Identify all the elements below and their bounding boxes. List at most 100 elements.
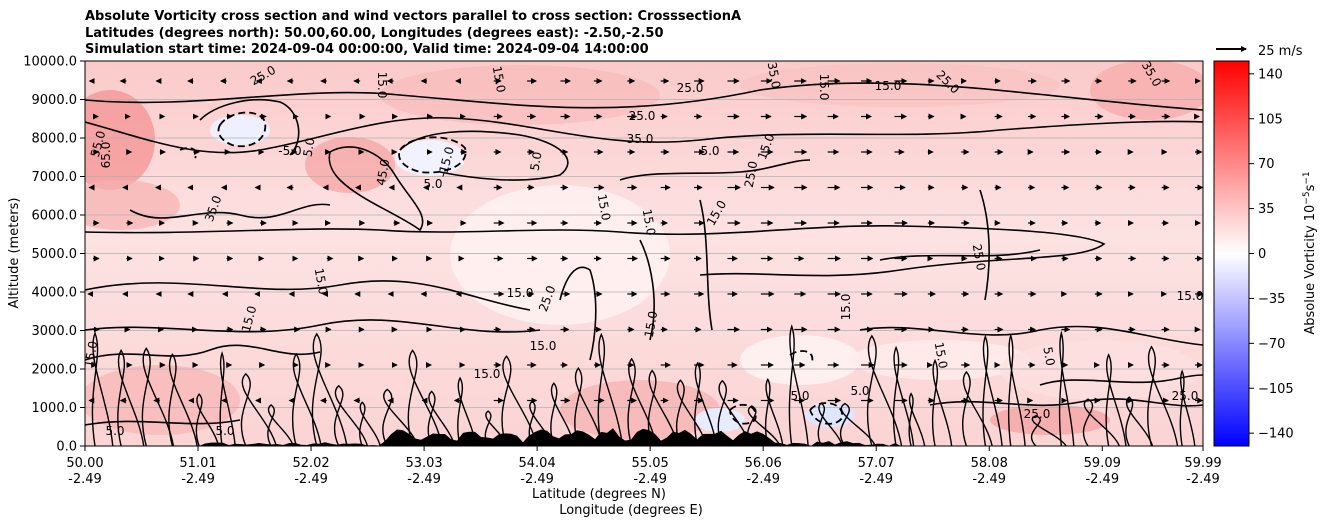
contour-line <box>382 388 419 446</box>
vorticity-patch <box>560 380 720 440</box>
x-tick-label-lon: -2.49 <box>1085 472 1119 487</box>
contour-label: 5.0 <box>423 177 442 191</box>
contour-line <box>550 382 576 446</box>
contour-line <box>1030 414 1067 446</box>
x-tick-label-lon: -2.49 <box>407 472 441 487</box>
x-tick-label-lon: -2.49 <box>520 472 554 487</box>
y-tick-label: 1000.0 <box>32 401 78 416</box>
contour-line <box>117 348 145 446</box>
contour-label: 15.0 <box>530 339 557 353</box>
contour-line <box>929 398 1203 407</box>
colorbar-tick-label: 70 <box>1258 157 1275 172</box>
contour-label: 25.0 <box>677 81 704 95</box>
contour-line <box>267 404 294 446</box>
vorticity-patch <box>85 90 155 190</box>
contour-label: -5.0 <box>278 144 301 158</box>
y-axis-label: Altitude (meters) <box>7 198 22 309</box>
contour-line <box>85 82 1203 111</box>
y-tick-label: 10000.0 <box>23 55 77 70</box>
contour-label: 25.0 <box>629 109 656 123</box>
wind-vectors <box>87 78 1203 404</box>
y-tick-label: 7000.0 <box>32 170 78 185</box>
contour-label: 15.0 <box>817 74 831 101</box>
contour-label: 15.0 <box>642 310 660 339</box>
colorbar-tick-label: 140 <box>1258 67 1283 82</box>
contour-label: 15.0 <box>839 294 853 321</box>
colorbar-tick-label: 35 <box>1258 202 1275 217</box>
vorticity-patch <box>1000 340 1200 400</box>
contour-line <box>168 353 198 446</box>
x-tick-label-lon: -2.49 <box>1186 472 1220 487</box>
contour-label: 15.0 <box>239 304 259 333</box>
contour-line <box>1147 345 1179 446</box>
contour-label: 15.0 <box>875 79 902 93</box>
y-tick-label: 4000.0 <box>32 286 78 301</box>
x-axis: 50.00-2.4951.01-2.4952.02-2.4953.03-2.49… <box>66 446 1222 487</box>
contour-label: 5.0 <box>790 389 809 403</box>
contour-label: 25.0 <box>1172 389 1199 403</box>
contour-line-negative <box>217 111 267 148</box>
x-tick-label-lat: 54.04 <box>519 456 556 471</box>
contour-label: 25.0 <box>1024 407 1051 421</box>
x-tick-label-lat: 58.08 <box>971 456 1008 471</box>
colorbar-gradient <box>1213 60 1250 447</box>
contour-line <box>129 203 331 219</box>
x-tick-label-lat: 53.03 <box>405 456 442 471</box>
y-tick-label: 0.0 <box>56 440 77 455</box>
contour-line <box>1105 353 1127 446</box>
contour-line-negative <box>789 350 814 363</box>
y-tick-label: 6000.0 <box>32 209 78 224</box>
contour-line <box>694 361 718 446</box>
contour-line <box>817 402 844 446</box>
contour-line <box>1179 369 1196 446</box>
contour-line <box>199 98 300 156</box>
contour-line <box>839 402 877 446</box>
x-tick-label-lat: 51.01 <box>179 456 216 471</box>
contour-line <box>699 199 713 331</box>
contour-line <box>333 384 369 446</box>
colorbar-tick-label: −35 <box>1258 292 1285 307</box>
contour-label: 5.0 <box>1040 346 1057 367</box>
quiver-key: 25 m/s <box>1216 44 1303 59</box>
x-tick-label-lon: -2.49 <box>746 472 780 487</box>
vorticity-patch <box>395 140 465 176</box>
contour-line <box>85 225 1106 277</box>
x-tick-label-lat: 55.05 <box>632 456 669 471</box>
contour-line <box>559 266 597 361</box>
contour-line <box>717 379 751 446</box>
plot-area: 15.0 15.0 25.0 5.0 15.0 15.0 25.0 25.0 35.0 35.0 5… <box>82 61 1204 446</box>
contour-label: 15.0 <box>1177 289 1204 303</box>
contour-line <box>764 377 784 446</box>
contour-label: 25.0 <box>742 160 760 189</box>
contour-line <box>979 189 990 301</box>
vorticity-patch <box>740 63 1060 107</box>
contour-line-negative <box>179 147 198 159</box>
x-tick-label-lon: -2.49 <box>68 472 102 487</box>
title-line-3: Simulation start time: 2024-09-04 00:00:… <box>85 42 649 57</box>
contour-line <box>1008 333 1026 446</box>
vorticity-patch <box>380 65 660 125</box>
contour-label: 55.0 <box>88 129 108 158</box>
contour-line <box>619 159 811 181</box>
colorbar-tick-label: 0 <box>1258 247 1266 262</box>
contour-line <box>675 379 708 446</box>
contour-line <box>427 390 456 446</box>
contour-label: 15.0 <box>375 72 389 99</box>
contour-label: 15.0 <box>507 286 534 300</box>
contour-line <box>892 345 915 446</box>
contour-line <box>859 325 1203 346</box>
colorbar-tick-label: 105 <box>1258 112 1283 127</box>
contour-line <box>85 116 1203 154</box>
contour-line <box>627 357 658 446</box>
x-tick-label-lon: -2.49 <box>633 472 667 487</box>
contour-labels: 15.0 15.0 25.0 5.0 15.0 15.0 25.0 25.0 35.0 35.0 5… <box>82 61 1204 438</box>
y-tick-label: 9000.0 <box>32 93 78 108</box>
contour-line <box>647 369 679 446</box>
y-tick-label: 8000.0 <box>32 132 78 147</box>
vorticity-patch <box>450 185 670 325</box>
contour-line <box>931 358 953 446</box>
contour-label: 15.0 <box>82 340 100 369</box>
colorbar-tick-label: −140 <box>1258 427 1294 442</box>
contour-label: 15.0 <box>312 267 330 296</box>
